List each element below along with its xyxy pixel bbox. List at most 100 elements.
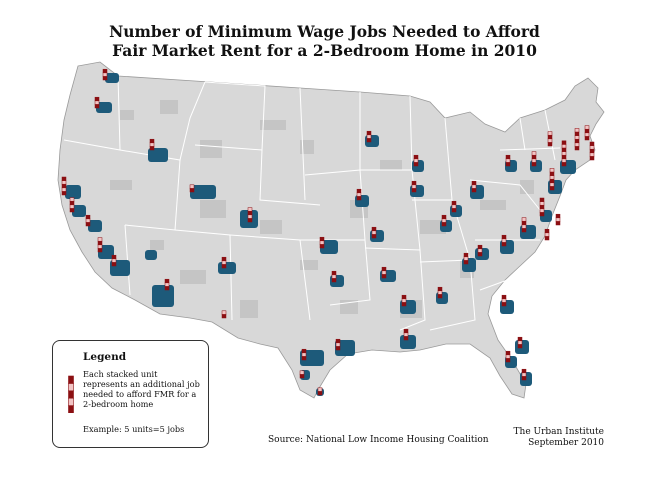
job-unit: [319, 240, 325, 245]
job-unit: [539, 197, 545, 202]
job-unit: [451, 200, 457, 206]
job-unit: [477, 244, 483, 250]
job-stack-marker: [97, 237, 103, 253]
job-unit: [547, 134, 553, 140]
legend-job-unit: [68, 397, 74, 406]
credit-line-1: The Urban Institute: [513, 427, 604, 437]
job-unit: [521, 372, 527, 377]
job-unit: [356, 196, 362, 201]
legend-desc-line-3: needed to afford FMR for a: [83, 389, 197, 399]
job-unit: [547, 131, 553, 136]
legend-desc-line-4: 2-bedroom home: [83, 399, 154, 409]
job-unit: [411, 184, 417, 189]
county-shade: [300, 260, 318, 270]
job-unit: [94, 104, 100, 109]
job-unit: [247, 210, 253, 216]
job-unit: [61, 183, 67, 189]
job-unit: [547, 142, 553, 147]
legend-description: Each stacked unit represents an addition…: [83, 369, 203, 409]
job-unit: [221, 260, 227, 265]
job-stack-marker: [521, 217, 527, 233]
metro-area: [148, 148, 168, 162]
job-stack-marker: [561, 140, 567, 167]
job-unit: [539, 201, 545, 206]
job-unit: [371, 226, 377, 232]
job-unit: [561, 154, 567, 160]
job-unit: [589, 148, 595, 154]
job-unit: [477, 248, 483, 253]
job-unit: [85, 214, 91, 220]
job-stack-marker: [371, 226, 377, 239]
job-stack-marker: [539, 197, 545, 217]
job-unit: [403, 336, 409, 341]
job-unit: [441, 214, 447, 220]
legend-desc-line-1: Each stacked unit: [83, 369, 158, 379]
legend-example: Example: 5 units=5 jobs: [83, 424, 185, 434]
county-shade: [520, 180, 534, 194]
job-stack-marker: [69, 197, 75, 213]
job-unit: [247, 218, 253, 223]
job-unit: [561, 140, 567, 145]
job-stack-marker: [317, 387, 323, 396]
job-unit: [366, 138, 372, 143]
job-unit: [335, 346, 341, 351]
county-shade: [480, 200, 506, 210]
job-stack-marker: [111, 254, 117, 267]
job-unit: [403, 328, 409, 334]
job-unit: [331, 270, 337, 276]
job-unit: [531, 154, 537, 160]
job-unit: [366, 130, 372, 136]
metro-area: [218, 262, 236, 274]
job-unit: [111, 262, 117, 267]
metro-area: [96, 102, 112, 113]
job-stack-marker: [437, 286, 443, 299]
job-stack-marker: [505, 154, 511, 167]
job-unit: [335, 342, 341, 347]
job-unit: [549, 178, 555, 184]
job-unit: [517, 340, 523, 345]
job-unit: [299, 374, 305, 379]
metro-area: [145, 250, 157, 260]
job-unit: [221, 310, 227, 315]
state-border: [259, 149, 321, 206]
metro-area: [320, 240, 338, 254]
job-unit: [463, 256, 469, 261]
job-unit: [69, 208, 75, 213]
job-unit: [102, 76, 108, 81]
job-unit: [61, 176, 67, 181]
job-unit: [381, 274, 387, 279]
job-unit: [517, 336, 523, 342]
state-border: [519, 117, 526, 151]
job-stack-marker: [451, 200, 457, 213]
job-stack-marker: [517, 336, 523, 349]
job-unit: [441, 222, 447, 227]
metro-area: [152, 285, 174, 307]
job-stack-marker: [549, 168, 555, 191]
job-unit: [584, 132, 590, 137]
job-unit: [549, 175, 555, 180]
job-unit: [437, 294, 443, 299]
job-unit: [555, 221, 561, 226]
job-unit: [69, 197, 75, 202]
job-unit: [413, 162, 419, 167]
job-stack-marker: [247, 207, 253, 223]
job-unit: [371, 230, 377, 235]
job-unit: [301, 356, 307, 361]
state-border: [194, 81, 266, 151]
job-unit: [356, 192, 362, 197]
county-shade: [260, 220, 282, 234]
job-stack-marker: [85, 214, 91, 227]
job-stack-marker: [149, 138, 155, 151]
job-stack-marker: [477, 244, 483, 257]
job-stack-marker: [589, 141, 595, 161]
job-unit: [501, 234, 507, 240]
job-unit: [505, 162, 511, 167]
job-stack-marker: [403, 328, 409, 341]
job-unit: [61, 191, 67, 196]
county-shade: [420, 220, 446, 234]
state-border: [399, 249, 426, 331]
job-unit: [463, 260, 469, 265]
job-stack-marker: [301, 348, 307, 361]
job-stack-marker: [501, 294, 507, 307]
metro-area: [88, 220, 102, 232]
